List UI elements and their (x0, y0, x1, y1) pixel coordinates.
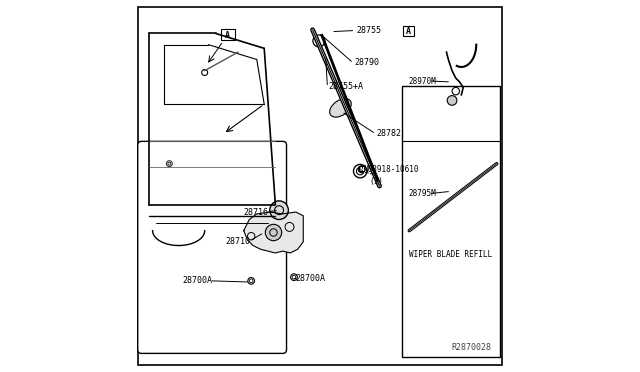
FancyBboxPatch shape (403, 26, 415, 36)
Text: 28755+A: 28755+A (328, 82, 364, 91)
Ellipse shape (330, 99, 351, 117)
Text: R2870028: R2870028 (451, 343, 491, 352)
Text: (1): (1) (369, 177, 383, 186)
Circle shape (358, 166, 365, 173)
Text: 28755: 28755 (356, 26, 381, 35)
Text: 28700A: 28700A (296, 274, 326, 283)
Text: 28700A: 28700A (182, 276, 212, 285)
Text: 28716: 28716 (244, 208, 269, 217)
Text: 28790: 28790 (355, 58, 380, 67)
FancyBboxPatch shape (138, 141, 287, 353)
Text: A: A (406, 28, 411, 36)
Polygon shape (244, 212, 303, 253)
FancyBboxPatch shape (221, 29, 235, 40)
Text: 28970M: 28970M (408, 77, 436, 86)
Text: N08918-10610: N08918-10610 (364, 165, 419, 174)
Text: 28782: 28782 (377, 129, 402, 138)
Bar (402, 86, 500, 357)
Circle shape (266, 224, 282, 241)
Text: WIPER BLADE REFILL: WIPER BLADE REFILL (410, 250, 493, 259)
Circle shape (447, 96, 457, 105)
Text: A: A (225, 31, 230, 40)
Text: 28710: 28710 (225, 237, 250, 246)
Circle shape (270, 201, 289, 219)
Text: N: N (359, 167, 364, 172)
Text: 28795M: 28795M (408, 189, 436, 198)
